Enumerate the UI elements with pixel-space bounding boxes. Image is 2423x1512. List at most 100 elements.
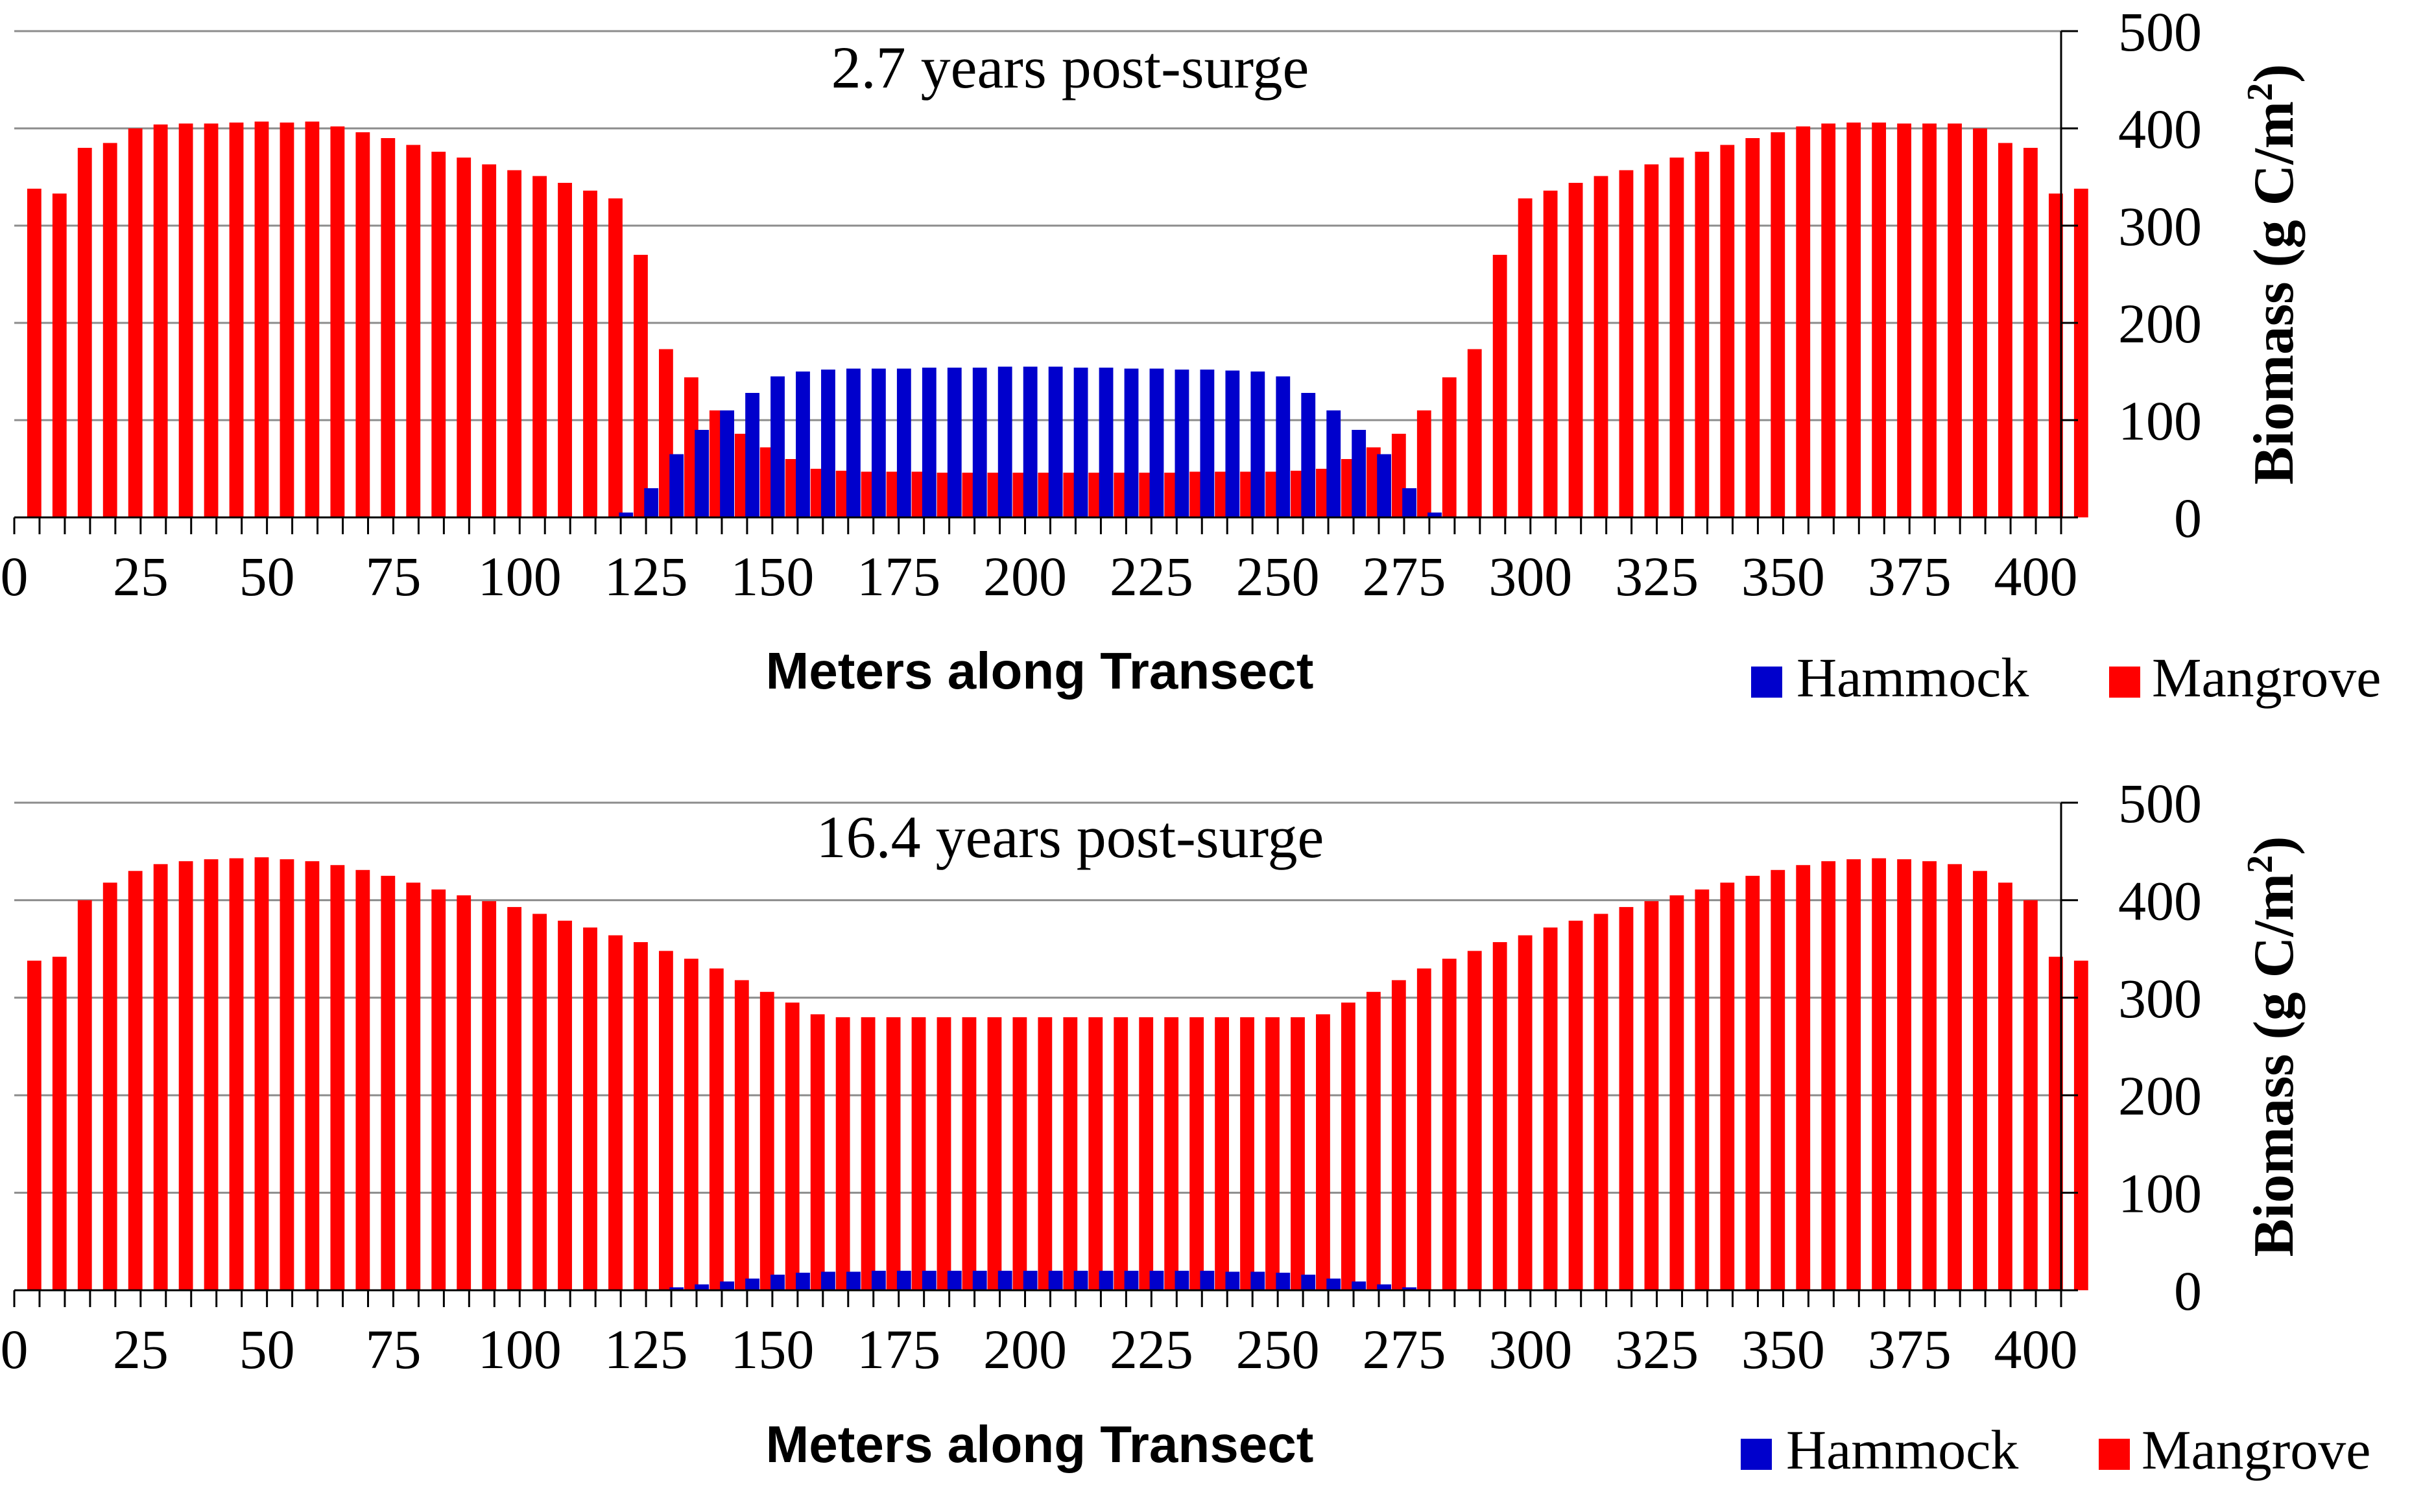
x-tick-label-300: 300 [1488, 1318, 1572, 1380]
bar-mangrove-74 [1897, 123, 1911, 517]
y-axis-label: Biomass (g C/m2) [2240, 64, 2306, 485]
bar-mangrove-53 [1366, 991, 1381, 1290]
bar-mangrove-69 [1771, 132, 1785, 517]
bar-hammock-35 [896, 1270, 911, 1290]
bar-hammock-55 [1402, 488, 1417, 517]
bar-mangrove-55 [1416, 410, 1431, 517]
bar-mangrove-9 [254, 121, 269, 517]
bar-hammock-48 [1225, 370, 1240, 517]
bar-hammock-32 [821, 370, 835, 517]
x-tick-label-75: 75 [365, 1318, 421, 1380]
chart-title: 2.7 years post-surge [831, 34, 1309, 100]
bar-hammock-37 [947, 368, 962, 517]
bar-mangrove-21 [558, 183, 572, 517]
bar-mangrove-14 [381, 138, 396, 517]
bar-mangrove-67 [1720, 882, 1735, 1290]
x-tick-label-100: 100 [478, 1318, 562, 1380]
bar-mangrove-13 [355, 869, 370, 1290]
bar-hammock-47 [1200, 1270, 1215, 1290]
x-tick-label-100: 100 [478, 545, 562, 608]
bar-mangrove-7 [204, 859, 219, 1290]
x-tick-label-50: 50 [239, 545, 295, 608]
x-tick-label-400: 400 [1994, 545, 2078, 608]
bar-mangrove-16 [431, 889, 446, 1290]
bar-hammock-28 [720, 1281, 735, 1290]
bar-hammock-30 [770, 376, 785, 517]
bar-hammock-45 [1149, 1270, 1164, 1290]
bar-mangrove-11 [305, 121, 320, 517]
bar-mangrove-46 [1189, 1017, 1204, 1290]
bar-mangrove-14 [381, 875, 396, 1290]
bar-mangrove-32 [835, 1017, 850, 1290]
bar-hammock-27 [695, 1284, 710, 1290]
legend-label-mangrove: Mangrove [2142, 1419, 2370, 1481]
bar-mangrove-5 [153, 864, 168, 1290]
bar-mangrove-62 [1593, 176, 1608, 517]
bar-mangrove-70 [1796, 126, 1811, 517]
bar-mangrove-66 [1695, 152, 1710, 517]
bar-hammock-52 [1326, 1278, 1341, 1290]
x-tick-label-50: 50 [239, 1318, 295, 1380]
x-tick-label-150: 150 [730, 1318, 814, 1380]
legend-swatch-mangrove [2099, 1439, 2130, 1470]
bar-mangrove-23 [608, 198, 623, 517]
bar-mangrove-6 [178, 861, 193, 1290]
bar-hammock-40 [1023, 1270, 1038, 1290]
bar-mangrove-22 [583, 927, 597, 1290]
legend-swatch-hammock [1741, 1439, 1772, 1470]
bar-hammock-24 [619, 512, 634, 517]
bar-mangrove-24 [634, 942, 648, 1290]
bar-mangrove-0 [27, 960, 42, 1290]
bar-hammock-38 [972, 368, 987, 517]
bar-hammock-37 [947, 1270, 962, 1290]
bar-mangrove-38 [987, 1017, 1002, 1290]
x-tick-label-25: 25 [113, 545, 169, 608]
bar-mangrove-59 [1518, 198, 1533, 517]
bar-mangrove-56 [1442, 958, 1457, 1290]
bar-hammock-46 [1175, 1270, 1189, 1290]
bar-mangrove-49 [1265, 1017, 1280, 1290]
x-tick-label-225: 225 [1110, 545, 1193, 608]
y-tick-label-100: 100 [2118, 390, 2202, 452]
bar-mangrove-20 [532, 176, 547, 517]
legend-label-mangrove: Mangrove [2152, 646, 2381, 709]
bar-hammock-27 [695, 430, 710, 517]
bar-hammock-29 [745, 393, 759, 517]
bar-mangrove-66 [1695, 889, 1710, 1290]
bar-mangrove-31 [810, 1014, 825, 1290]
bar-mangrove-25 [658, 951, 673, 1290]
bar-mangrove-18 [482, 164, 497, 517]
bar-mangrove-51 [1316, 1014, 1330, 1290]
x-tick-label-250: 250 [1236, 1318, 1320, 1380]
bar-hammock-39 [997, 1270, 1012, 1290]
bar-mangrove-34 [886, 1017, 901, 1290]
bar-mangrove-12 [330, 865, 345, 1290]
x-tick-label-175: 175 [857, 1318, 940, 1380]
bar-hammock-50 [1276, 376, 1291, 517]
bar-mangrove-29 [759, 991, 774, 1290]
x-axis-label: Meters along Transect [766, 642, 1314, 700]
y-axis-label: Biomass (g C/m2) [2240, 836, 2306, 1257]
bar-mangrove-64 [1644, 164, 1659, 517]
bar-hammock-54 [1377, 454, 1392, 517]
x-tick-label-375: 375 [1868, 1318, 1952, 1380]
bar-mangrove-9 [254, 857, 269, 1290]
x-tick-label-275: 275 [1362, 1318, 1446, 1380]
bar-mangrove-65 [1669, 895, 1684, 1290]
bar-hammock-54 [1377, 1284, 1392, 1290]
y-axis-label-sup: 2 [2240, 855, 2280, 873]
x-tick-label-0: 0 [1, 1318, 29, 1380]
y-tick-label-400: 400 [2118, 98, 2202, 160]
bar-mangrove-6 [178, 123, 193, 517]
bar-mangrove-7 [204, 123, 219, 517]
bar-mangrove-8 [229, 858, 244, 1290]
bar-hammock-50 [1276, 1272, 1291, 1290]
bar-mangrove-0 [27, 189, 42, 517]
bar-mangrove-26 [684, 958, 698, 1290]
bar-hammock-30 [770, 1274, 785, 1290]
y-tick-label-0: 0 [2174, 487, 2202, 549]
bar-mangrove-27 [709, 968, 724, 1290]
bar-mangrove-11 [305, 861, 320, 1290]
bar-mangrove-40 [1038, 1017, 1053, 1290]
x-tick-label-175: 175 [857, 545, 940, 608]
